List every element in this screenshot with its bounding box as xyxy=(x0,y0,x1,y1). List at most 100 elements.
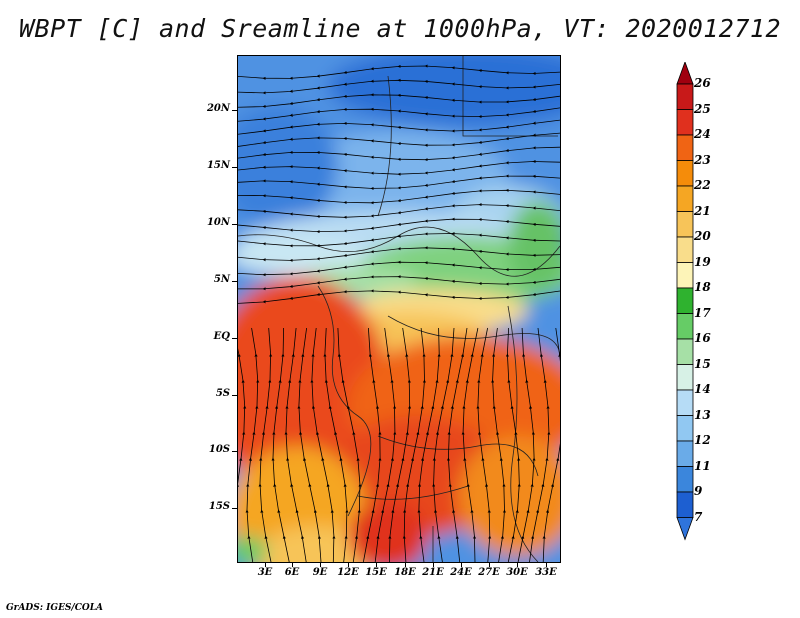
latitude-tick xyxy=(232,281,237,282)
streamline xyxy=(238,289,560,304)
longitude-label: 21E xyxy=(422,567,444,578)
longitude-tick xyxy=(348,563,349,567)
colorbar-level-label: 23 xyxy=(694,152,711,167)
colorbar-box xyxy=(676,262,694,289)
streamline xyxy=(238,119,560,135)
streamlines xyxy=(238,64,560,562)
latitude-tick xyxy=(232,167,237,168)
longitude-label: 9E xyxy=(312,567,328,578)
streamline xyxy=(238,246,560,262)
streamline xyxy=(258,327,273,562)
colorbar-level-label: 18 xyxy=(694,280,711,294)
streamline xyxy=(491,327,507,562)
streamline xyxy=(238,159,560,176)
latitude-tick xyxy=(232,224,237,225)
streamline xyxy=(238,202,560,219)
streamline xyxy=(238,348,247,539)
colorbar-box xyxy=(676,491,694,518)
streamline xyxy=(271,327,290,562)
longitude-tick xyxy=(292,563,293,567)
latitude-tick xyxy=(232,508,237,509)
colorbar-level-label: 12 xyxy=(694,433,711,447)
longitude-tick xyxy=(405,563,406,567)
streamline xyxy=(238,260,560,277)
streamline xyxy=(542,327,560,562)
latitude-label: 10N xyxy=(206,217,230,228)
colorbar-level-label: 9 xyxy=(694,484,703,498)
colorbar xyxy=(676,62,694,541)
colorbar-level-label: 13 xyxy=(694,407,711,422)
colorbar-box xyxy=(676,338,694,365)
streamline xyxy=(238,132,560,147)
latitude-tick xyxy=(232,110,237,111)
colorbar-level-label: 7 xyxy=(694,509,703,524)
streamline xyxy=(238,78,560,95)
colorbar-bottom-triangle xyxy=(676,517,694,541)
longitude-label: 12E xyxy=(337,567,359,578)
colorbar-box xyxy=(676,109,694,136)
streamline xyxy=(238,188,560,205)
colorbar-level-label: 15 xyxy=(694,356,711,371)
colorbar-box xyxy=(676,134,694,161)
colorbar-box xyxy=(676,83,694,110)
longitude-tick xyxy=(489,563,490,567)
colorbar-level-label: 14 xyxy=(694,382,711,396)
wbpt-shading xyxy=(238,56,560,562)
longitude-tick xyxy=(517,563,518,567)
colorbar-box xyxy=(676,185,694,212)
latitude-tick xyxy=(232,451,237,452)
latitude-label: 5N xyxy=(213,274,230,285)
colorbar-level-label: 17 xyxy=(694,305,711,320)
latitude-label: 15S xyxy=(208,501,230,512)
streamline xyxy=(238,217,560,234)
colorbar-box xyxy=(676,389,694,416)
colorbar-level-label: 22 xyxy=(694,178,711,192)
longitude-tick xyxy=(376,563,377,567)
streamline xyxy=(238,174,560,191)
streamline xyxy=(238,93,560,109)
colorbar-box xyxy=(676,211,694,238)
longitude-tick xyxy=(265,563,266,567)
map-title: WBPT [C] and Sreamline at 1000hPa, VT: 2… xyxy=(18,14,781,43)
colorbar-level-label: 21 xyxy=(694,203,711,218)
longitude-tick xyxy=(320,563,321,567)
longitude-label: 6E xyxy=(284,567,300,578)
latitude-label: 15N xyxy=(206,160,230,171)
longitude-tick xyxy=(461,563,462,567)
colorbar-box xyxy=(676,466,694,493)
streamline xyxy=(238,231,560,248)
longitude-label: 30E xyxy=(506,567,528,578)
map-canvas xyxy=(238,56,560,562)
longitude-label: 18E xyxy=(394,567,416,578)
latitude-label: 5S xyxy=(215,388,230,399)
footer-credit: GrADS: IGES/COLA xyxy=(6,603,104,613)
streamline xyxy=(446,327,468,562)
streamline xyxy=(505,327,521,562)
longitude-tick xyxy=(433,563,434,567)
longitude-label: 27E xyxy=(478,567,500,578)
colorbar-level-label: 26 xyxy=(694,76,711,90)
map-plot-area xyxy=(237,55,561,563)
longitude-tick xyxy=(546,563,547,567)
colorbar-box xyxy=(676,415,694,442)
latitude-label: EQ xyxy=(213,331,230,342)
colorbar-box xyxy=(676,287,694,314)
colorbar-level-label: 11 xyxy=(694,458,711,473)
colorbar-box xyxy=(676,236,694,263)
streamline xyxy=(238,64,560,80)
streamline xyxy=(461,327,479,562)
latitude-tick xyxy=(232,338,237,339)
streamline xyxy=(476,327,492,562)
streamline xyxy=(238,107,560,122)
longitude-label: 33E xyxy=(535,567,557,578)
colorbar-box xyxy=(676,160,694,187)
longitude-label: 15E xyxy=(365,567,387,578)
colorbar-box xyxy=(676,440,694,467)
colorbar-level-label: 25 xyxy=(694,101,711,116)
latitude-label: 10S xyxy=(208,444,230,455)
streamline xyxy=(337,327,362,562)
streamline xyxy=(238,146,560,162)
latitude-label: 20N xyxy=(206,103,230,114)
colorbar-level-label: 16 xyxy=(694,331,711,345)
latitude-tick xyxy=(232,395,237,396)
